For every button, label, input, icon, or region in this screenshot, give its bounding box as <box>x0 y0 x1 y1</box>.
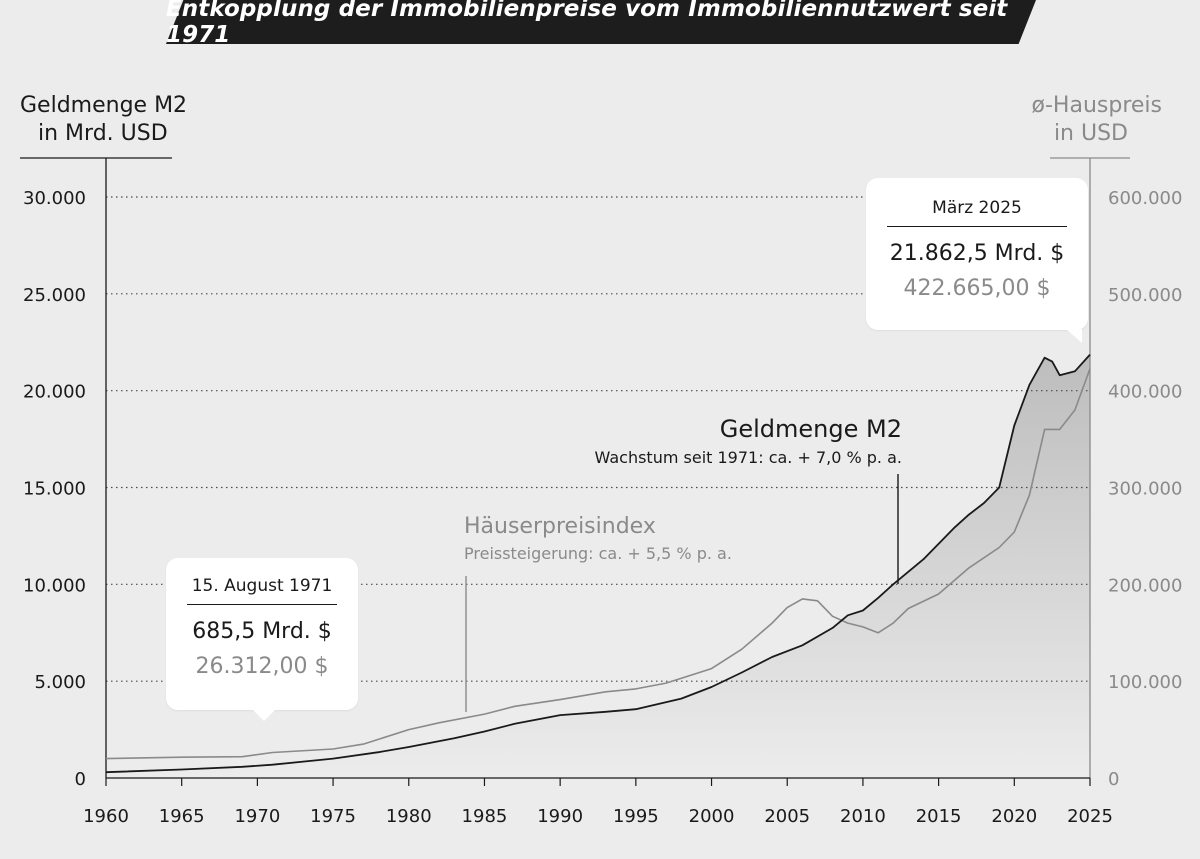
x-tick-label: 1960 <box>83 806 129 827</box>
x-tick-label: 1970 <box>234 806 280 827</box>
x-tick-label: 2005 <box>764 806 810 827</box>
title-banner: Entkopplung der Immobilienpreise vom Imm… <box>166 0 1036 48</box>
left-tick-label: 30.000 <box>23 188 86 209</box>
annotation-m2-title: Geldmenge M2 <box>720 415 902 443</box>
callout-1971-date: 15. August 1971 <box>187 576 337 605</box>
x-tick-label: 2020 <box>991 806 1037 827</box>
left-axis-label-line2: in Mrd. USD <box>38 121 168 146</box>
area-fill <box>106 354 1090 778</box>
annotation-hpi-subtitle: Preissteigerung: ca. + 5,5 % p. a. <box>464 544 732 563</box>
right-axis-label-line1: ø-Hauspreis <box>1032 93 1162 118</box>
x-tick-label: 2025 <box>1067 806 1113 827</box>
annotation-m2-subtitle: Wachstum seit 1971: ca. + 7,0 % p. a. <box>595 448 902 467</box>
chart-title: Entkopplung der Immobilienpreise vom Imm… <box>166 0 1008 48</box>
x-tick-label: 2000 <box>689 806 735 827</box>
right-tick-label: 600.000 <box>1108 188 1182 209</box>
left-tick-label: 25.000 <box>23 285 86 306</box>
callout-2025-date: März 2025 <box>887 198 1067 227</box>
axes: 0 0 5.000 100.000 10.000 200.000 15.000 300.000… <box>20 157 1182 827</box>
annotation-hpi-title: Häuserpreisindex <box>464 514 656 539</box>
right-tick-label: 100.000 <box>1108 672 1182 693</box>
right-tick-label: 200.000 <box>1108 575 1182 596</box>
x-tick-label: 1975 <box>310 806 356 827</box>
x-tick-label: 1965 <box>159 806 205 827</box>
m2-area <box>106 354 1090 778</box>
x-tick-label: 1985 <box>462 806 508 827</box>
right-tick-label: 500.000 <box>1108 285 1182 306</box>
right-tick-label: 300.000 <box>1108 479 1182 500</box>
left-tick-label: 5.000 <box>34 672 86 693</box>
left-tick-label: 20.000 <box>23 382 86 403</box>
callout-2025-m2: 21.862,5 Mrd. $ <box>889 241 1065 266</box>
x-tick-label: 2015 <box>916 806 962 827</box>
right-axis-label-line2: in USD <box>1054 121 1128 146</box>
x-tick-label: 1995 <box>613 806 659 827</box>
callout-1971-m2: 685,5 Mrd. $ <box>192 619 332 644</box>
x-tick-label: 2010 <box>840 806 886 827</box>
left-tick-label: 15.000 <box>23 479 86 500</box>
right-tick-label: 400.000 <box>1108 382 1182 403</box>
callout-1971-tail <box>252 709 276 721</box>
left-tick-label: 10.000 <box>23 575 86 596</box>
series-line-geldmenge-m2 <box>105 353 1091 774</box>
callout-1971-house-price: 26.312,00 $ <box>195 654 329 679</box>
callout-2025: März 2025 21.862,5 Mrd. $ 422.665,00 $ <box>866 178 1088 330</box>
callout-2025-house-price: 422.665,00 $ <box>903 276 1051 301</box>
x-tick-label: 1980 <box>386 806 432 827</box>
left-tick-label: 0 <box>75 769 86 790</box>
series-line-haeuserpreisindex <box>105 368 1091 760</box>
callout-2025-tail <box>1066 329 1082 343</box>
title-banner-background <box>166 0 1036 44</box>
right-tick-label: 0 <box>1108 769 1119 790</box>
callout-1971: 15. August 1971 685,5 Mrd. $ 26.312,00 $ <box>166 558 358 710</box>
series <box>105 353 1091 774</box>
x-tick-label: 1990 <box>537 806 583 827</box>
left-axis-label-line1: Geldmenge M2 <box>20 93 187 118</box>
